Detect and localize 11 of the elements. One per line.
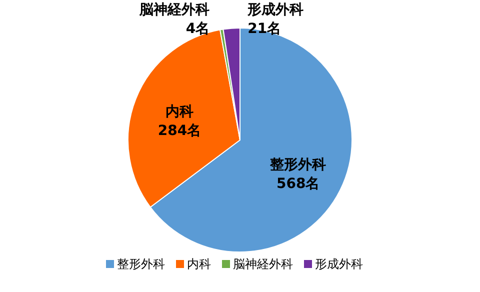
- legend-label: 形成外科: [315, 257, 363, 271]
- legend-label: 内科: [187, 257, 211, 271]
- legend-label: 整形外科: [117, 257, 165, 271]
- slice-label: 整形外科: [269, 157, 326, 174]
- legend-label: 脳神経外科: [233, 257, 293, 271]
- slice-label: 脳神経外科: [138, 1, 210, 18]
- data-label: 568名: [276, 176, 320, 192]
- slice-label: 形成外科: [246, 2, 304, 18]
- data-label: 4名: [186, 21, 210, 37]
- slice-label: 内科: [166, 104, 194, 120]
- data-label: 284名: [158, 123, 202, 140]
